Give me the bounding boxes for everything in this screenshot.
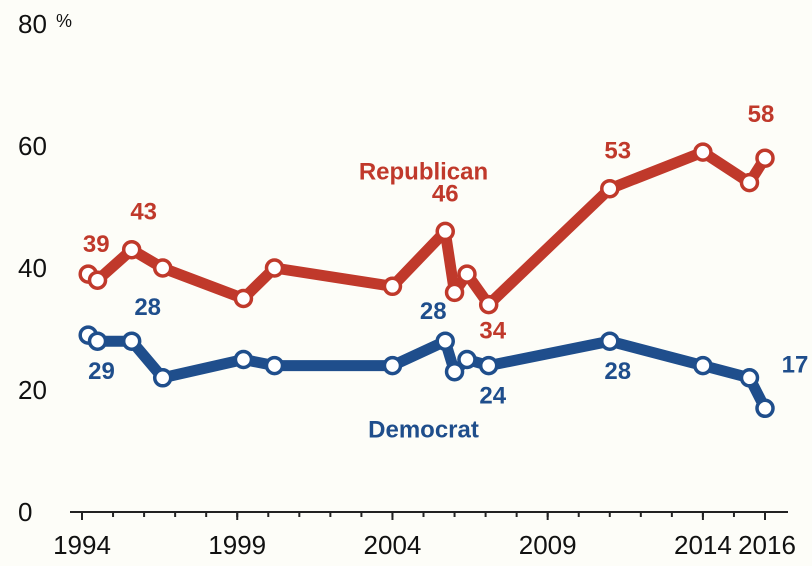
x-tick-label-2016: 2016 [738,530,796,560]
data-point-democrat-6 [382,355,403,376]
x-tick-label-2009: 2009 [519,530,577,560]
data-point-republican-1 [87,270,108,290]
data-point-democrat-1 [87,331,108,351]
data-point-democrat-8 [444,361,465,382]
data-label-republican-14: 58 [748,101,775,128]
data-point-republican-4 [233,288,254,309]
data-point-republican-13 [739,172,760,193]
data-point-republican-5 [264,258,285,278]
data-point-republican-2 [121,239,142,260]
data-label-republican-11: 53 [604,138,631,165]
data-point-republican-6 [382,276,403,297]
data-point-republican-8 [444,282,465,303]
y-tick-label-40: 40 [18,253,47,283]
data-point-democrat-10 [478,355,499,376]
data-label-democrat-11: 28 [604,358,631,385]
data-label-democrat-7: 28 [420,298,447,325]
y-tick-label-60: 60 [18,131,47,161]
data-point-democrat-2 [121,331,142,351]
data-point-democrat-4 [233,349,254,370]
series-label-democrat: Democrat [368,417,479,444]
data-point-democrat-5 [264,355,285,376]
x-tick-label-1994: 1994 [53,530,111,560]
data-label-republican-2: 43 [130,199,157,226]
data-point-democrat-3 [152,368,173,388]
y-tick-label-20: 20 [18,375,47,405]
series-label-republican: Republican [359,159,488,186]
data-label-republican-10: 34 [479,318,506,345]
data-point-republican-11 [600,178,620,199]
y-tick-label-0: 0 [18,497,32,527]
data-point-democrat-14 [755,398,775,419]
data-label-democrat-10: 24 [479,383,506,410]
data-point-republican-9 [457,264,477,284]
data-label-republican-7: 46 [432,180,459,207]
data-point-democrat-11 [600,331,620,351]
x-tick-label-2004: 2004 [364,530,422,560]
data-point-democrat-9 [457,349,477,370]
data-point-democrat-12 [693,355,713,376]
y-unit-label: % [56,11,72,31]
data-label-democrat-2: 28 [134,294,161,321]
data-point-republican-14 [755,148,775,168]
data-point-republican-10 [478,294,499,315]
x-tick-label-2014: 2014 [674,530,732,560]
data-point-democrat-7 [435,331,455,351]
data-point-republican-3 [152,258,173,278]
data-label-republican-0: 39 [83,231,110,258]
data-point-republican-7 [435,221,455,242]
data-label-democrat-14: 17 [782,351,809,378]
data-label-democrat-1: 29 [88,358,115,385]
x-tick-label-1999: 1999 [208,530,266,560]
data-point-democrat-13 [739,368,760,388]
series-line-democrat [82,329,771,414]
data-point-republican-12 [693,142,713,162]
y-tick-label-80: 80 [18,9,47,39]
